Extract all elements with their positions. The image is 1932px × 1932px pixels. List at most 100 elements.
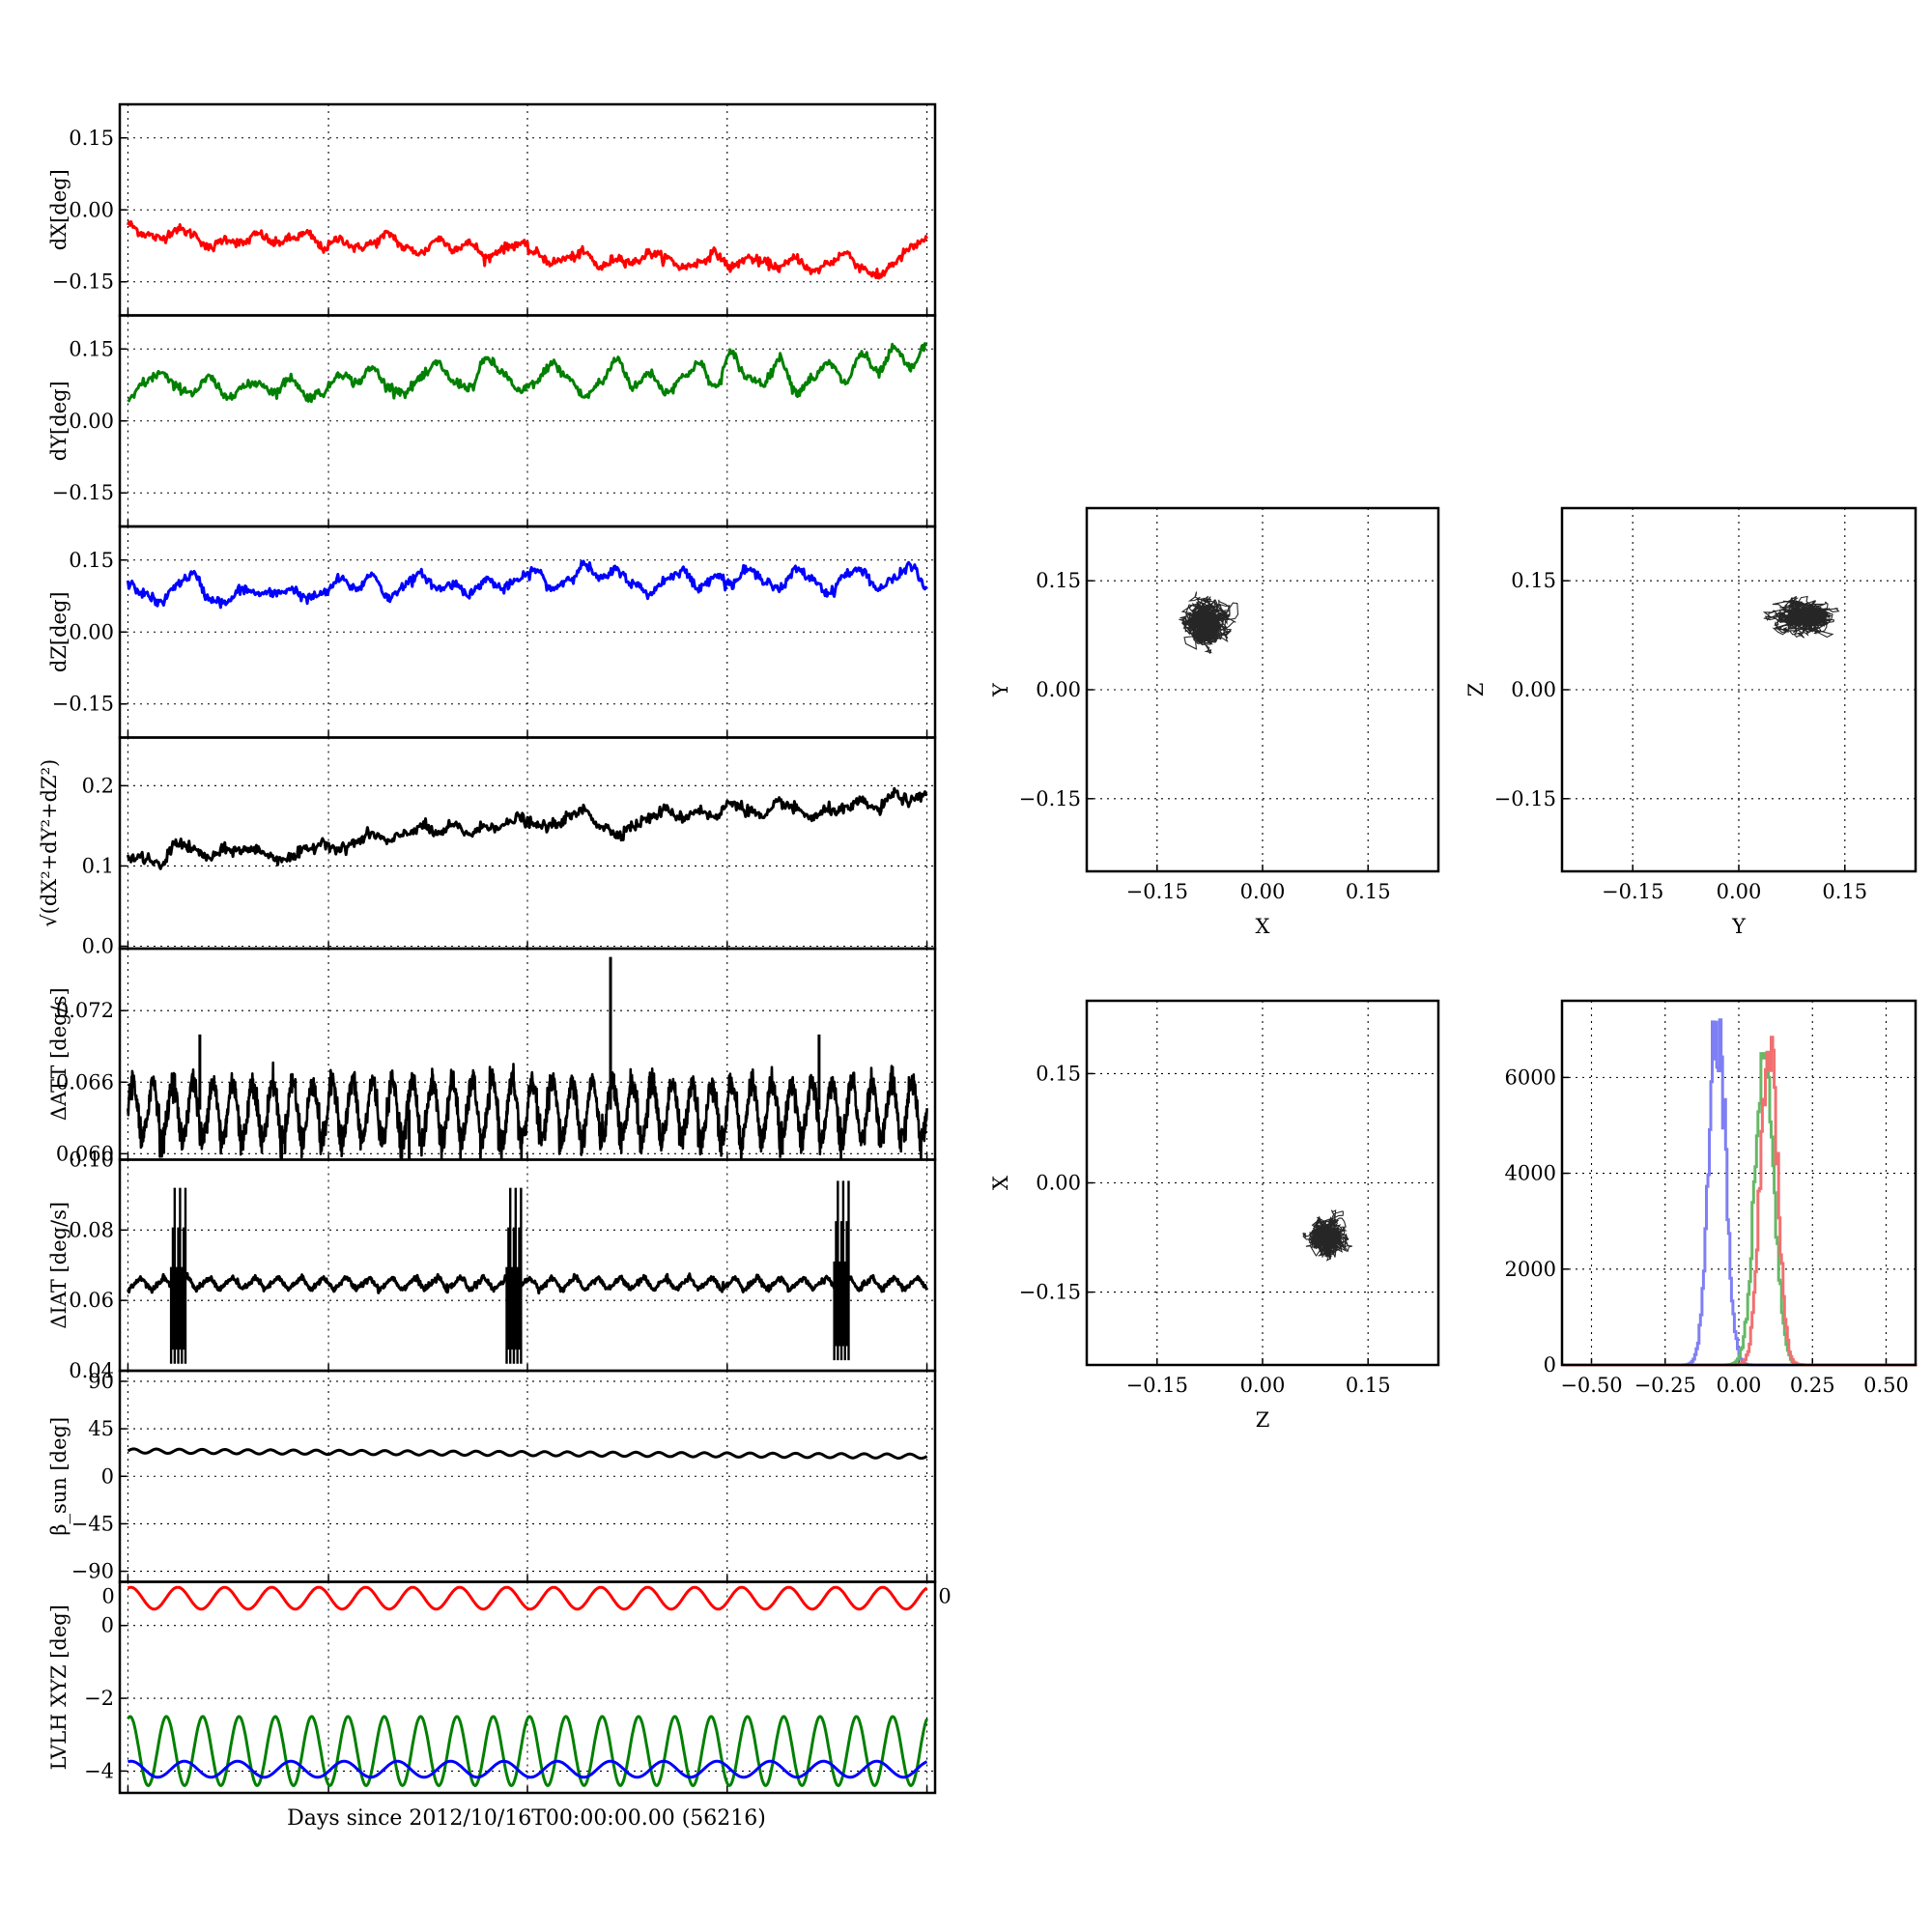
x-tick-label: 0.50 [1863, 1374, 1909, 1397]
y-tick-label: 45 [88, 1417, 114, 1440]
histogram-step [1562, 1018, 1918, 1367]
x-tick-label: 0.25 [1790, 1374, 1835, 1397]
x-tick-label: −0.15 [1126, 880, 1188, 903]
y-tick-label: 2000 [1505, 1258, 1556, 1281]
y-tick-label: −0.15 [52, 270, 114, 294]
data-group [127, 1180, 929, 1364]
x-axis-label: Y [1731, 915, 1747, 938]
x-axis-label: X [1256, 915, 1270, 938]
y-tick-label: 90 [88, 1370, 114, 1393]
y-axis-label: X [989, 1176, 1012, 1190]
y-tick-label: −45 [71, 1512, 114, 1535]
series-line [127, 1271, 929, 1295]
panel-lvlh: 0 −2 −4 LVLH XYZ [deg] 0 0 [47, 1580, 952, 1795]
y-tick-label: 0.060 [56, 1142, 114, 1165]
data-group [126, 786, 928, 870]
y-tick-label: 0.072 [56, 999, 114, 1022]
y-tick-label: 0.10 [69, 1149, 114, 1172]
y-axis-label: ΔATT [deg/s] [47, 987, 71, 1121]
panel-scatter_yz: −0.15 −0.15 0.00 0.00 0.15 0.15 Y Z [1464, 506, 1918, 938]
series-line [127, 342, 928, 404]
corner-tick-label: 0 [101, 1585, 114, 1608]
y-tick-label: 0.00 [1036, 1172, 1081, 1195]
corner-tick-label: 0 [938, 1585, 951, 1608]
y-tick-label: 0 [1544, 1353, 1556, 1377]
y-tick-label: 0.2 [82, 774, 114, 797]
y-tick-label: −0.15 [1494, 787, 1556, 810]
x-tick-label: 0.15 [1346, 1374, 1391, 1397]
data-group [127, 1447, 928, 1461]
y-tick-label: 0.04 [69, 1359, 114, 1382]
y-tick-label: −2 [84, 1687, 114, 1710]
chart-panels: 0.150.00−0.15dX[deg]0.150.00−0.15dY[deg]… [38, 102, 1918, 1795]
y-tick-label: 0.00 [1511, 678, 1556, 701]
series-line [126, 559, 928, 610]
y-tick-label: 0.00 [69, 410, 114, 433]
panel-frame [118, 1580, 937, 1795]
x-tick-label: 0.00 [1240, 1374, 1286, 1397]
x-tick-label: −0.50 [1560, 1374, 1622, 1397]
y-tick-label: 0.15 [1511, 569, 1556, 592]
y-tick-label: −0.15 [1019, 1281, 1081, 1304]
data-group [127, 342, 928, 404]
x-tick-label: −0.25 [1634, 1374, 1696, 1397]
figure-x-axis-label: Days since 2012/10/16T00:00:00.00 (56216… [287, 1806, 766, 1831]
y-tick-label: 0.15 [1036, 1062, 1081, 1085]
y-tick-label: 0.0 [82, 935, 114, 958]
x-tick-label: −0.15 [1602, 880, 1663, 903]
x-tick-label: 0.00 [1240, 880, 1286, 903]
panel-histogram: −0.50 −0.25 0.00 0.25 0.50 0 2000 4000 6000 [1505, 999, 1918, 1397]
panel-frame [1085, 999, 1440, 1367]
scatter-trace [1302, 1209, 1352, 1262]
panel-frame [118, 736, 937, 951]
series-line [126, 220, 928, 280]
y-tick-label: 0.15 [69, 127, 114, 150]
histogram-step [1562, 1036, 1918, 1367]
histogram-step [1562, 1052, 1918, 1367]
panel-frame [1085, 506, 1440, 873]
series-line [127, 1061, 928, 1160]
panel-dx: 0.15 0.00 −0.15 dX[deg] [47, 102, 937, 317]
y-axis-label: ΔIAT [deg/s] [47, 1202, 71, 1329]
panel-frame [1560, 506, 1918, 873]
y-tick-label: −4 [84, 1759, 114, 1782]
y-tick-label: −0.15 [1019, 787, 1081, 810]
data-group [126, 559, 928, 610]
y-tick-label: 0.00 [69, 198, 114, 221]
panel-frame [1560, 999, 1918, 1367]
data-group [127, 956, 928, 1160]
panel-diat: 0.10 0.08 0.06 0.04 ΔIAT [deg/s] [47, 1149, 937, 1382]
x-tick-label: 0.15 [1346, 880, 1391, 903]
panel-total: 0.2 0.1 0.0 √(dX²+dY²+dZ²) [38, 736, 937, 958]
y-tick-label: 0.15 [69, 549, 114, 572]
panel-scatter_xy: −0.15 −0.15 0.00 0.00 0.15 0.15 X Y [989, 506, 1440, 938]
y-tick-label: 6000 [1505, 1065, 1556, 1089]
y-axis-label: dZ[deg] [47, 591, 71, 672]
y-axis-label: dY[deg] [47, 381, 71, 461]
panel-beta: 90 45 0 −45 −90 β_sun [deg] [47, 1369, 937, 1583]
scatter-trace [1762, 595, 1840, 639]
y-tick-label: 0.06 [69, 1289, 114, 1312]
y-axis-label: LVLH XYZ [deg] [47, 1605, 71, 1770]
y-axis-label: √(dX²+dY²+dZ²) [38, 759, 61, 927]
data-group [127, 1585, 928, 1787]
panel-scatter_zx: −0.15 −0.15 0.00 0.00 0.15 0.15 Z X [989, 999, 1440, 1432]
y-tick-label: 0.1 [82, 854, 114, 877]
y-axis-label: β_sun [deg] [47, 1417, 71, 1536]
panel-datt: 0.072 0.066 0.060 ΔATT [deg/s] [47, 947, 937, 1165]
x-tick-label: 0.15 [1822, 880, 1867, 903]
y-tick-label: 0.08 [69, 1218, 114, 1241]
series-line [127, 1585, 928, 1611]
y-tick-label: −0.15 [52, 693, 114, 716]
series-line [126, 786, 928, 870]
panel-dz: 0.15 0.00 −0.15 dZ[deg] [47, 525, 937, 739]
y-axis-label: dX[deg] [47, 169, 71, 250]
y-axis-label-group: √(dX²+dY²+dZ²) [38, 759, 61, 927]
x-tick-label: 0.00 [1717, 1374, 1762, 1397]
data-group [126, 220, 928, 280]
y-axis-label: Z [1464, 683, 1488, 697]
series-line [127, 1447, 928, 1461]
y-tick-label: 4000 [1505, 1162, 1556, 1185]
panel-dy: 0.15 0.00 −0.15 dY[deg] [47, 314, 937, 528]
scatter-trace [1179, 591, 1239, 655]
